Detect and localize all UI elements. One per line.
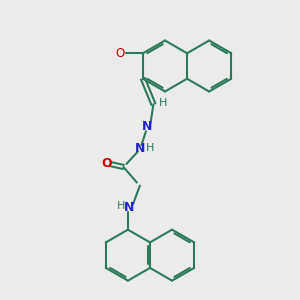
- Text: H: H: [146, 143, 154, 153]
- Text: H: H: [159, 98, 167, 108]
- Text: O: O: [102, 158, 112, 170]
- Text: N: N: [124, 201, 135, 214]
- Text: H: H: [117, 201, 125, 211]
- Text: N: N: [142, 120, 153, 133]
- Text: N: N: [135, 142, 145, 155]
- Text: O: O: [116, 47, 125, 60]
